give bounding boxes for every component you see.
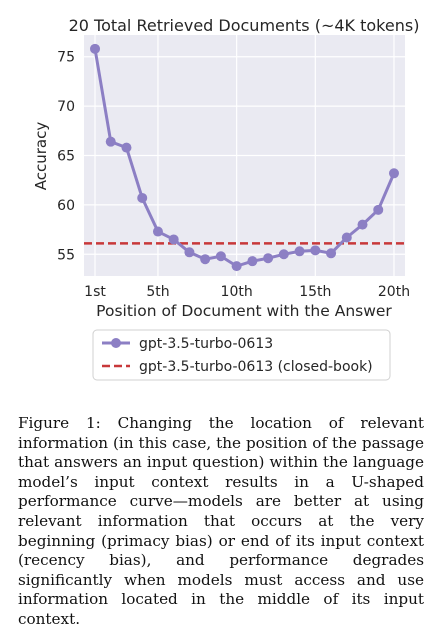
legend-box <box>92 329 391 381</box>
x-tick-label: 1st <box>84 284 106 300</box>
y-axis-label: Accuracy <box>32 122 50 191</box>
line-chart: 20 Total Retrieved Documents (~4K tokens… <box>32 16 420 381</box>
data-point <box>231 261 242 272</box>
data-point <box>247 256 258 267</box>
x-tick-label: 5th <box>146 284 169 300</box>
data-point <box>200 254 211 265</box>
data-point <box>373 204 384 215</box>
x-axis-label: Position of Document with the Answer <box>96 302 392 320</box>
y-tick-label: 70 <box>57 99 75 115</box>
data-point <box>278 249 289 260</box>
data-point <box>263 253 274 264</box>
data-point <box>90 43 101 54</box>
legend: gpt-3.5-turbo-0613 gpt-3.5-turbo-0613 (c… <box>92 329 391 381</box>
y-tick-label: 60 <box>57 198 75 214</box>
y-tick-labels: 55 60 65 70 75 <box>57 50 75 264</box>
data-point <box>137 192 148 203</box>
legend-label-1: gpt-3.5-turbo-0613 <box>139 336 273 352</box>
y-tick-label: 65 <box>57 149 75 165</box>
chart-title: 20 Total Retrieved Documents (~4K tokens… <box>69 16 420 35</box>
y-tick-label: 55 <box>57 247 75 263</box>
legend-label-2: gpt-3.5-turbo-0613 (closed-book) <box>139 359 373 375</box>
data-point <box>168 234 179 245</box>
data-point <box>294 246 305 257</box>
figure-caption: Figure 1: Changing the location of relev… <box>18 414 424 628</box>
data-point <box>105 136 116 147</box>
data-point <box>326 248 337 259</box>
series-layer <box>84 43 405 272</box>
y-tick-label: 75 <box>57 50 75 66</box>
x-tick-label: 20th <box>378 284 410 300</box>
data-point <box>215 251 226 262</box>
data-point <box>184 247 195 258</box>
data-point <box>310 245 321 256</box>
legend-marker-1 <box>111 338 121 348</box>
data-point <box>357 219 368 230</box>
data-point <box>341 232 352 243</box>
data-point <box>152 226 163 237</box>
chart: 20 Total Retrieved Documents (~4K tokens… <box>32 16 420 381</box>
x-tick-label: 10th <box>221 284 253 300</box>
data-point <box>121 142 132 153</box>
data-point <box>388 168 399 179</box>
x-tick-label: 15th <box>299 284 331 300</box>
x-tick-labels: 1st 5th 10th 15th 20th <box>84 284 410 300</box>
